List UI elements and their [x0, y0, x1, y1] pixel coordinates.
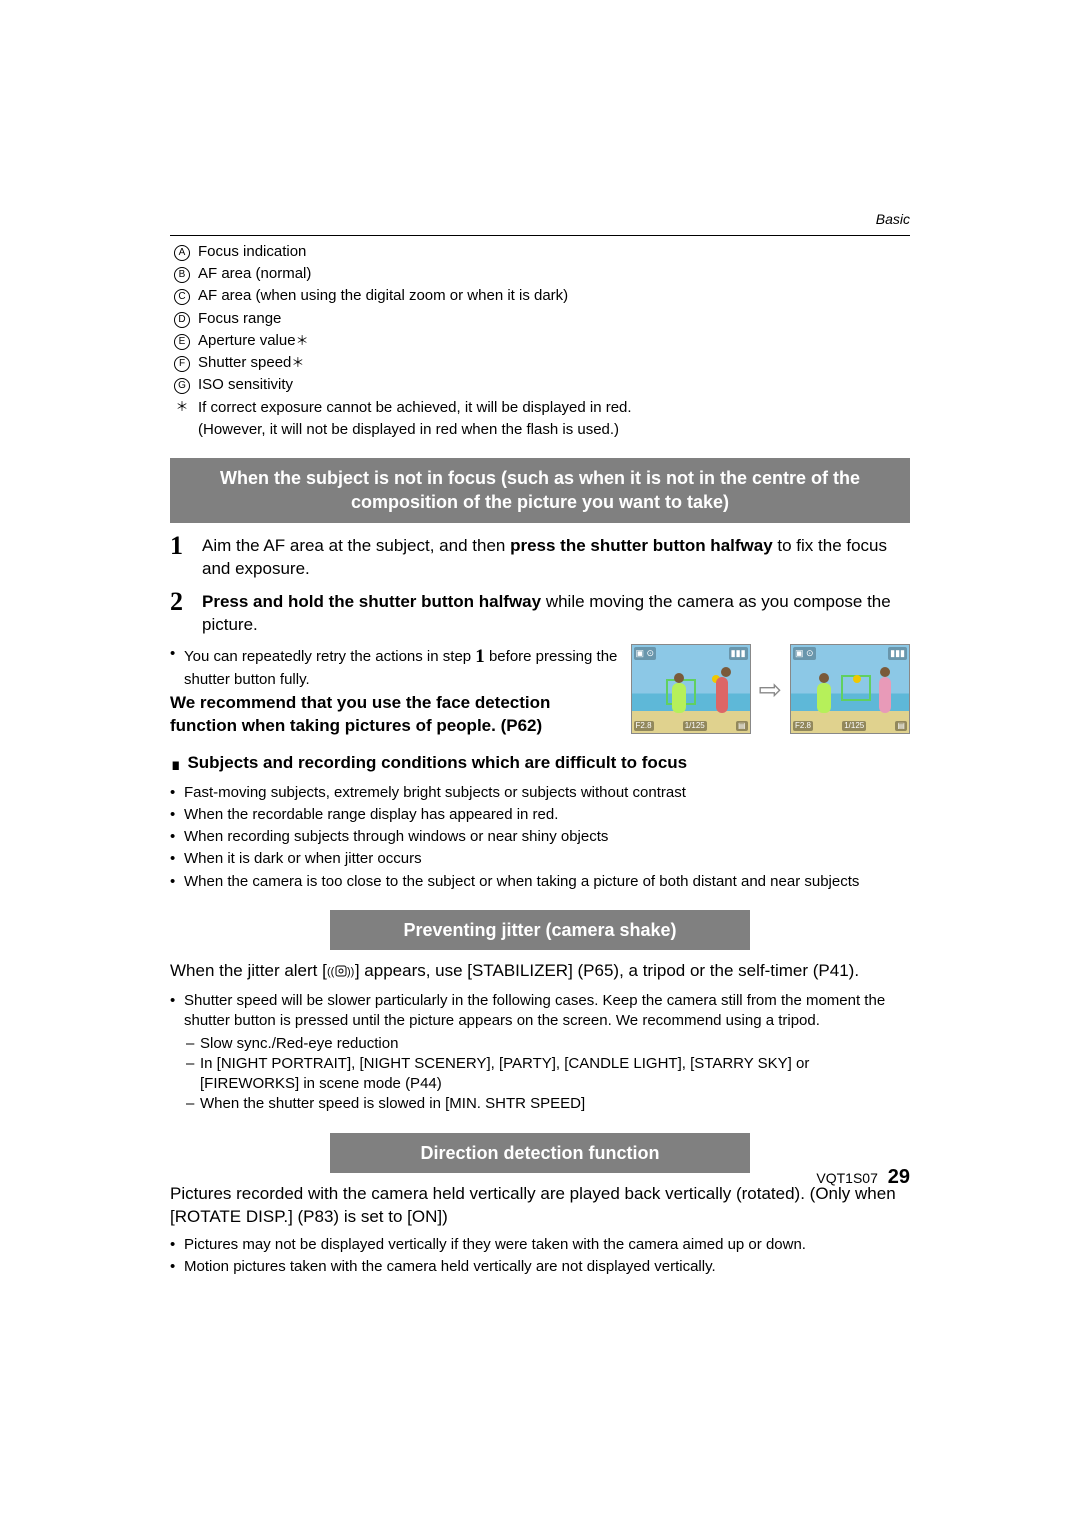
svg-text:)): )) [347, 966, 354, 978]
legend-text: AF area (when using the digital zoom or … [198, 286, 568, 306]
legend-marker-c: C [174, 289, 190, 305]
step-2: 2 Press and hold the shutter button half… [170, 589, 910, 637]
legend-text: Focus indication [198, 242, 306, 262]
direction-bullets: •Pictures may not be displayed verticall… [170, 1235, 910, 1278]
banner-jitter: Preventing jitter (camera shake) [330, 910, 750, 950]
svg-text:((: (( [327, 966, 335, 978]
legend-marker-a: A [174, 245, 190, 261]
step-number: 2 [170, 589, 202, 637]
step-number: 1 [170, 533, 202, 581]
legend-marker-d: D [174, 312, 190, 328]
top-rule [170, 235, 910, 236]
camera-icon: ▣ ⊙ [793, 647, 816, 659]
legend-marker-g: G [174, 378, 190, 394]
direction-paragraph: Pictures recorded with the camera held v… [170, 1183, 910, 1229]
list-item: Pictures may not be displayed vertically… [184, 1235, 910, 1255]
legend-star-icon: ＊ [170, 398, 194, 416]
legend-list: A Focus indication B AF area (normal) C AF … [170, 242, 910, 440]
page-number: 29 [888, 1166, 910, 1188]
example-figures: ▣ ⊙▮▮▮ F2.81/125▤ ⇨ ▣ ⊙▮▮▮ F2.81/125▤ [631, 644, 910, 734]
legend-text: (However, it will not be displayed in re… [198, 420, 619, 440]
recommend-text: We recommend that you use the face detec… [170, 692, 619, 738]
lcd-preview-2: ▣ ⊙▮▮▮ F2.81/125▤ [790, 644, 910, 734]
list-item: When it is dark or when jitter occurs [184, 849, 910, 869]
step-1: 1 Aim the AF area at the subject, and th… [170, 533, 910, 581]
list-item: When the camera is too close to the subj… [184, 872, 910, 892]
legend-text: ISO sensitivity [198, 375, 293, 395]
lcd-preview-1: ▣ ⊙▮▮▮ F2.81/125▤ [631, 644, 751, 734]
arrow-right-icon: ⇨ [759, 671, 782, 709]
list-item: When recording subjects through windows … [184, 827, 910, 847]
banner-direction: Direction detection function [330, 1133, 750, 1173]
list-item: Motion pictures taken with the camera he… [184, 1257, 910, 1277]
legend-text: AF area (normal) [198, 264, 311, 284]
retry-note: You can repeatedly retry the actions in … [184, 644, 619, 690]
doc-code: VQT1S07 [816, 1170, 877, 1186]
jitter-alert-icon: (()) [327, 962, 355, 985]
list-item: Fast-moving subjects, extremely bright s… [184, 783, 910, 803]
list-item: When the recordable range display has ap… [184, 805, 910, 825]
step-body: Press and hold the shutter button halfwa… [202, 589, 910, 637]
manual-page: Basic A Focus indication B AF area (normal… [0, 0, 1080, 1526]
banner-focus-subject: When the subject is not in focus (such a… [170, 458, 910, 523]
recommend-block: •You can repeatedly retry the actions in… [170, 644, 910, 738]
list-item: Slow sync./Red-eye reduction [200, 1034, 398, 1054]
jitter-paragraph: When the jitter alert [(())] appears, us… [170, 960, 910, 985]
list-item: When the shutter speed is slowed in [MIN… [200, 1094, 585, 1114]
battery-icon: ▮▮▮ [729, 647, 748, 659]
battery-icon: ▮▮▮ [888, 647, 907, 659]
legend-marker-e: E [174, 334, 190, 350]
page-footer: VQT1S07 29 [816, 1164, 910, 1191]
camera-icon: ▣ ⊙ [634, 647, 657, 659]
section-header: Basic [170, 210, 910, 229]
square-bullet-icon: ∎ [170, 752, 181, 776]
legend-text: Aperture value＊ [198, 331, 309, 351]
legend-text: Focus range [198, 309, 281, 329]
jitter-bullets: •Shutter speed will be slower particular… [170, 991, 910, 1115]
conditions-list: •Fast-moving subjects, extremely bright … [170, 783, 910, 892]
subhead-conditions: ∎ Subjects and recording conditions whic… [170, 752, 910, 776]
list-item: In [NIGHT PORTRAIT], [NIGHT SCENERY], [P… [200, 1054, 910, 1095]
legend-marker-b: B [174, 267, 190, 283]
legend-text: Shutter speed＊ [198, 353, 304, 373]
legend-text: If correct exposure cannot be achieved, … [198, 398, 632, 418]
list-item: Shutter speed will be slower particularl… [184, 991, 910, 1032]
legend-marker-f: F [174, 356, 190, 372]
step-body: Aim the AF area at the subject, and then… [202, 533, 910, 581]
